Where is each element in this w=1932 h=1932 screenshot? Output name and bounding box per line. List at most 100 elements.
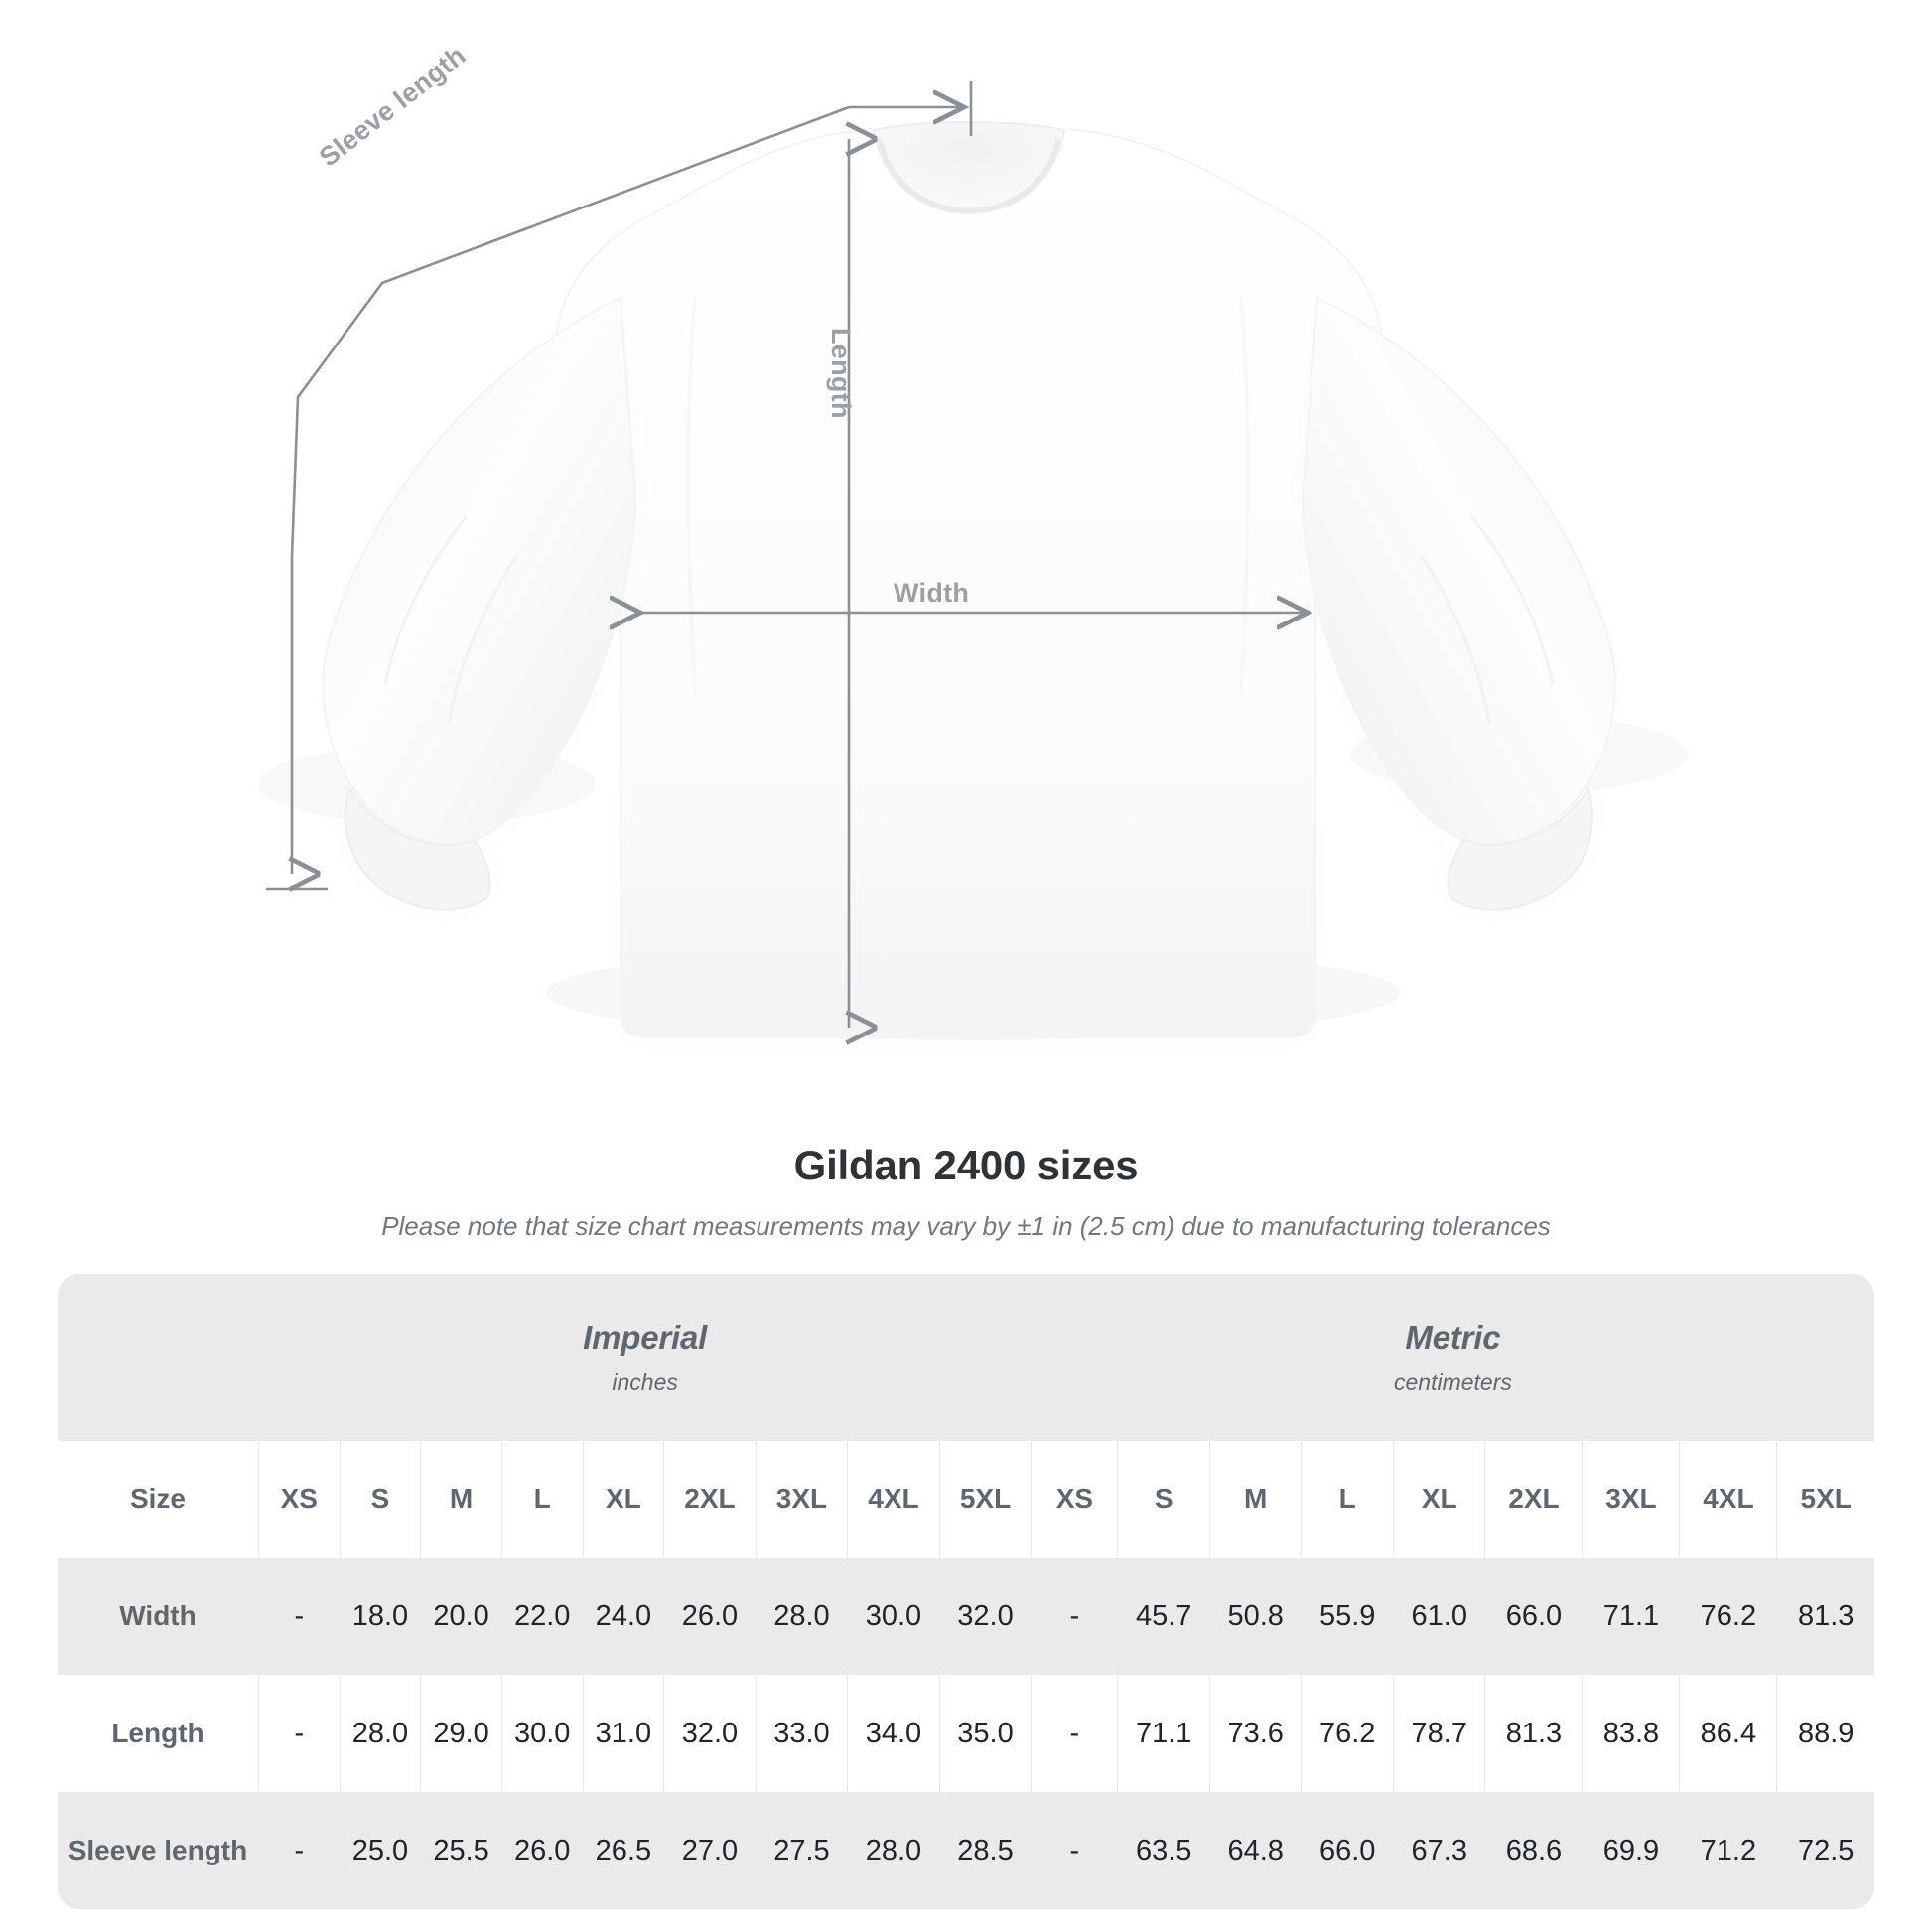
size-row-label: Size — [58, 1441, 259, 1558]
size-header-metric-l: L — [1301, 1441, 1394, 1558]
cell-sleeve-cm-m: 64.8 — [1209, 1792, 1303, 1909]
page-subtitle: Please note that size chart measurements… — [381, 1211, 1551, 1241]
cell-sleeve-cm-2xl: 68.6 — [1484, 1792, 1584, 1909]
cell-length-cm-5xl: 88.9 — [1776, 1675, 1874, 1792]
size-header-imperial-3xl: 3XL — [756, 1441, 849, 1558]
cell-sleeve-cm-xs: - — [1031, 1792, 1119, 1909]
cell-sleeve-in-5xl: 28.5 — [939, 1792, 1033, 1909]
cell-sleeve-cm-3xl: 69.9 — [1582, 1792, 1681, 1909]
size-header-metric-s: S — [1117, 1441, 1210, 1558]
unit-sub-metric: centimeters — [1393, 1368, 1512, 1395]
row-label-length: Length — [58, 1675, 259, 1792]
cell-width-in-s: 18.0 — [340, 1558, 422, 1675]
cell-width-cm-l: 55.9 — [1301, 1558, 1394, 1675]
sleeve-length-dimension — [266, 105, 850, 889]
cell-width-in-m: 20.0 — [420, 1558, 502, 1675]
size-header-row: Size XS S M L XL 2XL 3XL 4XL 5XL XS S M … — [58, 1441, 1874, 1558]
cell-length-cm-m: 73.6 — [1209, 1675, 1303, 1792]
cell-sleeve-cm-xl: 67.3 — [1393, 1792, 1486, 1909]
cell-sleeve-in-3xl: 27.5 — [756, 1792, 849, 1909]
unit-spacer-cell — [58, 1274, 259, 1441]
size-header-metric-xs: XS — [1031, 1441, 1119, 1558]
cell-width-in-5xl: 32.0 — [939, 1558, 1033, 1675]
cell-sleeve-cm-l: 66.0 — [1301, 1792, 1394, 1909]
cell-sleeve-in-l: 26.0 — [501, 1792, 584, 1909]
cell-length-in-5xl: 35.0 — [939, 1675, 1033, 1792]
table-row-width: Width - 18.0 20.0 22.0 24.0 26.0 28.0 30… — [58, 1558, 1874, 1675]
cell-width-cm-5xl: 81.3 — [1776, 1558, 1874, 1675]
size-header-metric-xl: XL — [1393, 1441, 1486, 1558]
cell-sleeve-in-2xl: 27.0 — [663, 1792, 757, 1909]
cell-length-in-s: 28.0 — [340, 1675, 422, 1792]
size-header-imperial-5xl: 5XL — [939, 1441, 1033, 1558]
size-header-imperial-xl: XL — [583, 1441, 665, 1558]
cell-width-in-4xl: 30.0 — [847, 1558, 940, 1675]
size-header-metric-5xl: 5XL — [1776, 1441, 1874, 1558]
title-block: Gildan 2400 sizes Please note that size … — [0, 1142, 1932, 1242]
cell-length-cm-2xl: 81.3 — [1484, 1675, 1584, 1792]
size-table-container: Imperial inches Metric centimeters Size … — [58, 1274, 1874, 1909]
cell-width-cm-xs: - — [1031, 1558, 1119, 1675]
size-header-metric-2xl: 2XL — [1484, 1441, 1584, 1558]
cell-width-in-2xl: 26.0 — [663, 1558, 757, 1675]
cell-width-cm-xl: 61.0 — [1393, 1558, 1486, 1675]
unit-group-metric: Metric centimeters — [1031, 1274, 1874, 1441]
cell-length-cm-xs: - — [1031, 1675, 1119, 1792]
size-header-imperial-s: S — [340, 1441, 422, 1558]
size-header-imperial-l: L — [501, 1441, 584, 1558]
row-label-sleeve-length: Sleeve length — [58, 1792, 259, 1909]
cell-sleeve-in-xl: 26.5 — [583, 1792, 665, 1909]
cell-length-cm-s: 71.1 — [1117, 1675, 1210, 1792]
cell-length-in-m: 29.0 — [420, 1675, 502, 1792]
size-header-metric-4xl: 4XL — [1679, 1441, 1778, 1558]
cell-length-in-xl: 31.0 — [583, 1675, 665, 1792]
cell-length-in-4xl: 34.0 — [847, 1675, 940, 1792]
cell-length-cm-4xl: 86.4 — [1679, 1675, 1778, 1792]
size-table: Imperial inches Metric centimeters Size … — [58, 1274, 1874, 1909]
cell-sleeve-in-s: 25.0 — [340, 1792, 422, 1909]
length-label: Length — [826, 328, 856, 419]
sleeve-length-top-extension — [849, 81, 973, 136]
cell-sleeve-cm-4xl: 71.2 — [1679, 1792, 1778, 1909]
cell-width-in-xl: 24.0 — [583, 1558, 665, 1675]
cell-sleeve-in-m: 25.5 — [420, 1792, 502, 1909]
unit-header-row: Imperial inches Metric centimeters — [58, 1274, 1874, 1441]
unit-name-imperial: Imperial — [583, 1318, 708, 1356]
table-row-length: Length - 28.0 29.0 30.0 31.0 32.0 33.0 3… — [58, 1675, 1874, 1792]
left-sleeve — [322, 296, 637, 911]
size-header-metric-m: M — [1209, 1441, 1303, 1558]
row-label-width: Width — [58, 1558, 259, 1675]
cell-length-cm-xl: 78.7 — [1393, 1675, 1486, 1792]
shirt-body — [555, 128, 1383, 1038]
cell-sleeve-cm-5xl: 72.5 — [1776, 1792, 1874, 1909]
size-header-imperial-m: M — [420, 1441, 502, 1558]
cell-width-cm-s: 45.7 — [1117, 1558, 1210, 1675]
table-row-sleeve-length: Sleeve length - 25.0 25.5 26.0 26.5 27.0… — [58, 1792, 1874, 1909]
unit-sub-imperial: inches — [612, 1368, 678, 1395]
cell-width-in-xs: - — [258, 1558, 341, 1675]
size-header-imperial-2xl: 2XL — [663, 1441, 757, 1558]
cell-sleeve-in-4xl: 28.0 — [847, 1792, 940, 1909]
cell-width-cm-2xl: 66.0 — [1484, 1558, 1584, 1675]
cell-width-in-l: 22.0 — [501, 1558, 584, 1675]
size-header-imperial-xs: XS — [258, 1441, 341, 1558]
size-header-metric-3xl: 3XL — [1582, 1441, 1681, 1558]
cell-width-cm-4xl: 76.2 — [1679, 1558, 1778, 1675]
unit-name-metric: Metric — [1405, 1318, 1501, 1356]
cell-width-in-3xl: 28.0 — [756, 1558, 849, 1675]
right-sleeve — [1301, 296, 1616, 911]
cell-sleeve-in-xs: - — [258, 1792, 341, 1909]
width-label: Width — [894, 578, 970, 608]
cell-sleeve-cm-s: 63.5 — [1117, 1792, 1210, 1909]
cell-length-in-xs: - — [258, 1675, 341, 1792]
cell-length-cm-l: 76.2 — [1301, 1675, 1394, 1792]
cell-width-cm-3xl: 71.1 — [1582, 1558, 1681, 1675]
cell-length-in-3xl: 33.0 — [756, 1675, 849, 1792]
cell-length-cm-3xl: 83.8 — [1582, 1675, 1681, 1792]
size-header-imperial-4xl: 4XL — [847, 1441, 940, 1558]
unit-group-imperial: Imperial inches — [258, 1274, 1032, 1441]
garment-svg — [266, 81, 1616, 1132]
cell-length-in-2xl: 32.0 — [663, 1675, 757, 1792]
body-folds — [654, 297, 1282, 974]
